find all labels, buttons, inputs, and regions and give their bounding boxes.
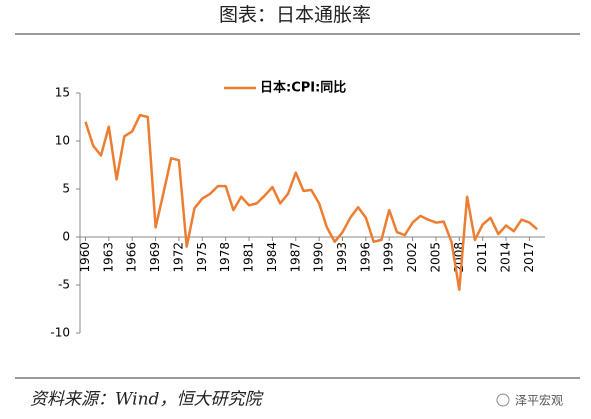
chart-title: 图表：日本通胀率: [219, 4, 371, 26]
x-tick-label: 1993: [335, 242, 349, 273]
x-tick-label: 2005: [428, 242, 442, 273]
x-tick-label: 1972: [171, 242, 185, 273]
x-tick-label: 1963: [101, 242, 115, 273]
y-tick-label: -10: [50, 326, 70, 340]
x-tick-label: 1960: [78, 242, 92, 273]
x-tick-label: 1978: [218, 242, 232, 273]
x-tick-label: 2014: [499, 242, 513, 273]
series-line: [84, 113, 539, 292]
source: 资料来源：Wind，恒大研究院: [30, 390, 264, 410]
x-tick-label: 1984: [265, 242, 279, 273]
watermark: 泽平宏观: [515, 393, 563, 408]
y-tick-label: 0: [62, 230, 70, 244]
x-tick-label: 1996: [358, 242, 372, 273]
watermark-icon: [496, 393, 510, 407]
x-tick-label: 1981: [242, 242, 256, 273]
x-tick-label: 1999: [382, 242, 396, 273]
y-tick-label: 15: [55, 86, 70, 100]
x-tick-label: 1966: [125, 242, 139, 273]
x-tick-label: 1990: [312, 242, 326, 273]
x-tick-label: 1975: [195, 242, 209, 273]
x-tick-label: 2011: [475, 242, 489, 273]
x-tick-label: 2002: [405, 242, 419, 273]
y-tick-label: 5: [62, 182, 70, 196]
x-tick-label: 1987: [288, 242, 302, 273]
y-tick-label: 10: [55, 134, 70, 148]
legend-label: 日本:CPI:同比: [260, 80, 346, 96]
y-tick-label: -5: [58, 278, 70, 292]
x-tick-label: 1969: [148, 242, 162, 273]
x-tick-label: 2017: [522, 242, 536, 273]
